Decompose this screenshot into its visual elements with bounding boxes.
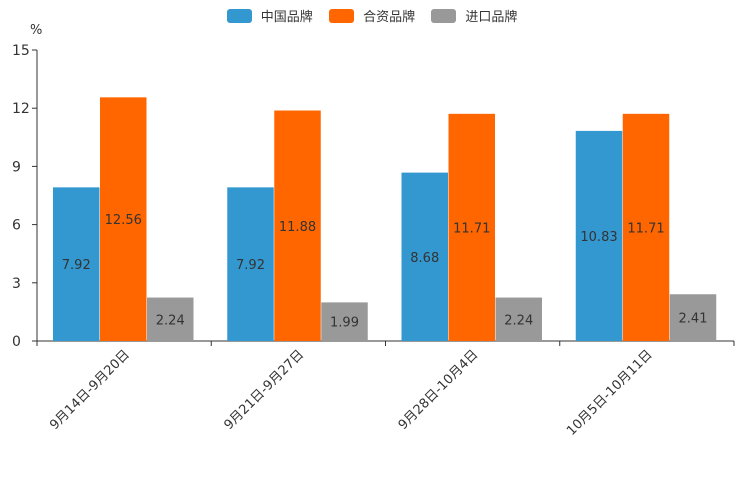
x-tick-label: 9月28日-10月4日 [396, 347, 482, 433]
legend-label-imported: 进口品牌 [465, 10, 518, 25]
bar-value-label: 2.24 [156, 313, 185, 328]
legend-item-joint-venture[interactable]: 合资品牌 [328, 6, 416, 25]
bar-value-label: 8.68 [410, 251, 439, 266]
bar [401, 172, 448, 341]
bar-value-label: 12.56 [105, 213, 142, 228]
legend-swatch-china [226, 8, 252, 23]
x-tick-label: 10月5日-10月11日 [564, 347, 656, 439]
bar-value-label: 2.41 [679, 312, 708, 327]
bar [495, 297, 542, 341]
y-tick-label: 3 [12, 276, 21, 292]
bar [53, 187, 100, 341]
bar [227, 187, 274, 341]
legend-label-joint-venture: 合资品牌 [363, 10, 416, 25]
bar [669, 294, 717, 341]
legend-item-imported[interactable]: 进口品牌 [431, 6, 517, 25]
y-tick-label: 15 [12, 43, 30, 59]
legend-label-china: 中国品牌 [260, 10, 313, 25]
bar [448, 113, 495, 342]
legend-swatch-joint-venture [328, 8, 354, 23]
y-tick-label: 12 [12, 101, 30, 117]
bar-value-label: 7.92 [236, 258, 265, 273]
bar-value-label: 11.71 [453, 221, 490, 236]
bar [274, 110, 321, 341]
bar [321, 302, 368, 341]
bar-value-label: 1.99 [330, 316, 359, 331]
bar [147, 297, 194, 341]
bar [575, 130, 623, 341]
bar-value-label: 11.88 [279, 220, 316, 235]
legend-item-china[interactable]: 中国品牌 [226, 6, 313, 25]
bar-value-label: 7.92 [62, 258, 91, 273]
x-tick-label: 9月14日-9月20日 [47, 347, 133, 433]
x-tick-label: 9月21日-9月27日 [221, 347, 307, 433]
bar-value-label: 10.83 [580, 230, 617, 245]
bar [100, 97, 147, 341]
y-tick-label: 0 [12, 334, 21, 350]
y-axis-unit-label: % [30, 23, 42, 38]
y-tick-label: 9 [12, 159, 21, 175]
y-tick-label: 6 [12, 218, 21, 234]
bar [622, 113, 670, 342]
bar-value-label: 11.71 [627, 221, 664, 236]
bar-value-label: 2.24 [504, 313, 533, 328]
legend: 中国品牌 合资品牌 进口品牌 [0, 6, 744, 25]
legend-swatch-imported [431, 8, 457, 23]
